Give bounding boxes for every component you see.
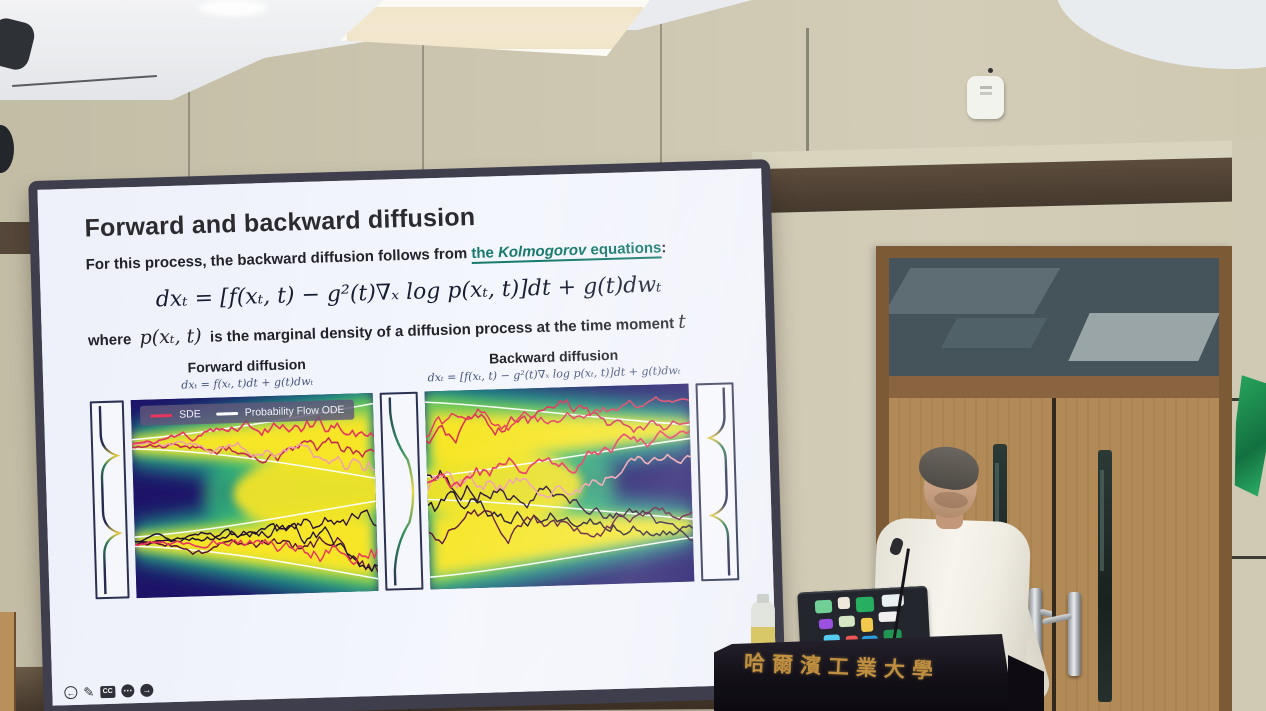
backward-sde-equation: dxₜ = [f(xₜ, t) − g²(t)∇ₓ log p(xₜ, t)]d… bbox=[155, 272, 662, 313]
wall-sensor-dot bbox=[988, 68, 993, 73]
ode-lines bbox=[424, 401, 694, 578]
marginal-density-left bbox=[89, 400, 130, 600]
sticker bbox=[838, 615, 856, 628]
lead-suffix: : bbox=[661, 239, 667, 257]
door-handle bbox=[1068, 592, 1081, 676]
ode-line-swatch bbox=[215, 411, 238, 416]
podium-calligraphy: 哈爾濱工業大學 bbox=[743, 649, 941, 684]
sde-trajectories bbox=[425, 396, 694, 545]
transom-window bbox=[889, 258, 1219, 376]
slide: Forward and backward diffusion For this … bbox=[37, 168, 777, 706]
wall-speaker-icon bbox=[0, 125, 14, 173]
legend-label-sde: SDE bbox=[178, 408, 201, 421]
sde-trajectories bbox=[131, 416, 379, 573]
wall-sensor bbox=[967, 76, 1004, 119]
slide-title: Forward and backward diffusion bbox=[84, 202, 476, 243]
backward-diffusion-plot bbox=[424, 383, 695, 590]
glass-reflection bbox=[941, 318, 1047, 348]
marginal-density-math: p(xₜ, t) bbox=[139, 325, 202, 349]
wall-seam bbox=[188, 20, 190, 180]
forward-diffusion-plot: SDE Probability Flow ODE bbox=[130, 392, 379, 599]
sde-line-swatch bbox=[150, 413, 173, 418]
sticker bbox=[860, 617, 874, 633]
marginal-density-right bbox=[695, 382, 740, 582]
back-arrow-icon[interactable]: ← bbox=[64, 685, 78, 700]
ceiling-light-glow bbox=[198, 0, 268, 16]
wall-seam bbox=[660, 0, 662, 170]
kolmogorov-link: the Kolmogorov equations bbox=[471, 239, 662, 265]
wall-seam bbox=[1232, 556, 1266, 559]
slide-lead: For this process, the backward diffusion… bbox=[85, 237, 729, 273]
legend-label-ode: Probability Flow ODE bbox=[244, 403, 345, 419]
marginal-density-middle bbox=[379, 391, 424, 591]
sticker bbox=[855, 596, 875, 613]
podium: 哈爾濱工業大學 bbox=[714, 634, 1014, 711]
glass-reflection bbox=[889, 268, 1061, 314]
wall-corner bbox=[806, 28, 809, 168]
glass-reflection bbox=[1068, 313, 1219, 361]
slide-controls: ← ✎ CC ⋯ → bbox=[64, 683, 154, 700]
sticker bbox=[814, 599, 833, 614]
sticker bbox=[837, 596, 851, 610]
cc-icon[interactable]: CC bbox=[100, 685, 116, 698]
more-dots-icon[interactable]: ⋯ bbox=[121, 684, 135, 698]
lead-prefix: For this process, the backward diffusion… bbox=[85, 245, 472, 274]
presentation-screen: Forward and backward diffusion For this … bbox=[28, 159, 786, 711]
wood-corner-strip bbox=[0, 612, 16, 711]
diffusion-visualization: SDE Probability Flow ODE bbox=[89, 382, 740, 600]
where-line: where p(xₜ, t) is the marginal density o… bbox=[87, 310, 687, 350]
wall-seam bbox=[422, 0, 424, 175]
door-window-slit bbox=[1098, 450, 1112, 702]
door-leaf-right bbox=[1041, 398, 1219, 711]
sticker bbox=[818, 618, 834, 630]
next-arrow-icon[interactable]: → bbox=[140, 683, 154, 698]
pen-icon[interactable]: ✎ bbox=[83, 684, 95, 700]
door-frame-rail bbox=[889, 376, 1219, 398]
